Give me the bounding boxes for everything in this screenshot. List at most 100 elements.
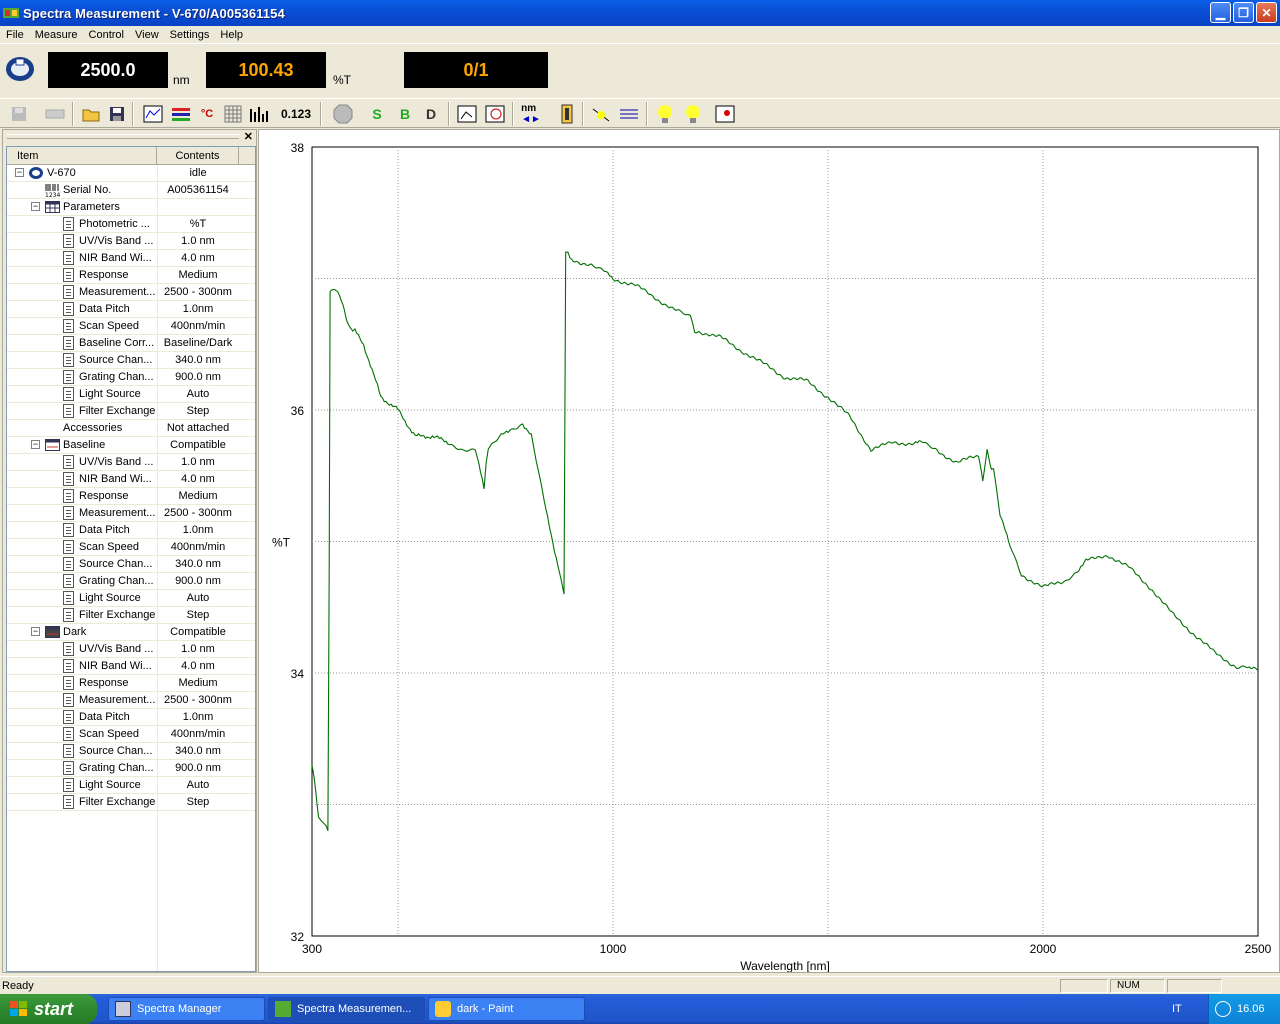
start-button[interactable]: start [0,994,97,1024]
tree-row[interactable]: Photometric ... %T [7,216,255,233]
tree-row[interactable]: Scan Speed 400nm/min [7,318,255,335]
app-icon[interactable] [3,5,19,21]
tree-row[interactable]: Filter Exchange Step [7,403,255,420]
tree-row[interactable]: Data Pitch 1.0nm [7,522,255,539]
tree-row[interactable]: Light Source Auto [7,386,255,403]
tree-row[interactable]: Data Pitch 1.0nm [7,301,255,318]
tree-row[interactable]: Grating Chan... 900.0 nm [7,369,255,386]
grid-icon[interactable] [222,103,244,125]
save-icon[interactable] [106,103,128,125]
pane-gripper[interactable]: ✕ [3,130,256,144]
task-spectra-measurement[interactable]: Spectra Measuremen... [268,997,425,1021]
tree-row[interactable]: Response Medium [7,675,255,692]
d2-lamp-icon[interactable] [654,103,676,125]
tree-row[interactable]: UV/Vis Band ... 1.0 nm [7,641,255,658]
tree-row[interactable]: UV/Vis Band ... 1.0 nm [7,233,255,250]
wi-lamp-icon[interactable] [682,103,704,125]
menu-control[interactable]: Control [88,28,124,41]
tree-row[interactable]: UV/Vis Band ... 1.0 nm [7,454,255,471]
tree-row[interactable]: Filter Exchange Step [7,794,255,811]
collapse-toggle-icon[interactable]: − [31,439,40,449]
tree-row[interactable]: Response Medium [7,267,255,284]
tree-row[interactable]: Grating Chan... 900.0 nm [7,760,255,777]
tree-row[interactable]: − Dark Compatible [7,624,255,641]
spectrum-lines-icon[interactable] [618,103,640,125]
language-indicator[interactable]: IT [1172,1003,1182,1015]
tree-item-value: 4.0 nm [181,660,215,672]
collapse-toggle-icon[interactable]: − [31,201,40,211]
task-label: Spectra Measuremen... [297,1003,412,1015]
tree-row[interactable]: − Baseline Compatible [7,437,255,454]
document-icon [63,795,74,809]
sample-measure-icon[interactable]: S [372,106,382,122]
tree-row[interactable]: Source Chan... 340.0 nm [7,556,255,573]
tree-row[interactable]: Data Pitch 1.0nm [7,709,255,726]
tree-row[interactable]: Baseline Corr... Baseline/Dark [7,335,255,352]
tree-row[interactable]: 1234 Serial No. A005361154 [7,182,255,199]
tree-row[interactable]: Grating Chan... 900.0 nm [7,573,255,590]
print-disabled-icon[interactable] [44,103,66,125]
menu-measure[interactable]: Measure [34,28,78,41]
collapse-toggle-icon[interactable]: − [15,167,24,177]
cell-icon[interactable] [556,103,578,125]
minimize-button[interactable]: ▁ [1210,2,1231,23]
record-icon[interactable] [714,103,736,125]
menu-view[interactable]: View [135,28,159,41]
tree-row[interactable]: Filter Exchange Step [7,607,255,624]
auto-scale-icon[interactable] [484,103,506,125]
save-disabled-icon[interactable] [8,103,30,125]
tree-row[interactable]: Light Source Auto [7,777,255,794]
light-source-icon[interactable] [590,103,612,125]
tree-row[interactable]: Scan Speed 400nm/min [7,726,255,743]
tree-row[interactable]: NIR Band Wi... 4.0 nm [7,471,255,488]
pane-close-icon[interactable]: ✕ [243,131,253,143]
tree-row[interactable]: Source Chan... 340.0 nm [7,743,255,760]
tree-row[interactable]: Scan Speed 400nm/min [7,539,255,556]
close-button[interactable]: ✕ [1256,2,1277,23]
tree-row[interactable]: − Parameters [7,199,255,216]
hand-scale-icon[interactable] [456,103,478,125]
tree-row[interactable]: Source Chan... 340.0 nm [7,352,255,369]
open-icon[interactable] [80,103,102,125]
clock[interactable]: 16.06 [1237,1003,1265,1015]
parameters-icon[interactable] [170,103,192,125]
document-icon [63,251,74,265]
network-icon[interactable] [1215,1001,1231,1017]
spectrum-view-icon[interactable] [142,103,164,125]
tree-row[interactable]: − V-670 idle [7,165,255,182]
temperature-icon[interactable]: °C [200,108,214,120]
maximize-button[interactable]: ❐ [1233,2,1254,23]
tree-row[interactable]: Accessories Not attached [7,420,255,437]
tree-item-value: 340.0 nm [175,354,221,366]
tree-item-label: Light Source [79,592,141,604]
tree-row[interactable]: NIR Band Wi... 4.0 nm [7,658,255,675]
spectrum-chart[interactable]: 32 34 36 38 300 1000 2000 2500 Wavelength [nm] %T [258,129,1280,973]
tree-item-label: Filter Exchange [79,796,155,808]
header-item[interactable]: Item [7,147,157,165]
parameter-tree[interactable]: Item Contents − V-670 idle 1234 Serial No. A0… [6,146,256,972]
tree-row[interactable]: Measurement... 2500 - 300nm [7,284,255,301]
wavelength-move-icon[interactable]: nm ◄► [521,103,541,125]
menu-settings[interactable]: Settings [169,28,210,41]
tree-item-value: Step [186,609,210,621]
tree-row[interactable]: Measurement... 2500 - 300nm [7,505,255,522]
header-contents[interactable]: Contents [157,147,239,165]
menu-file[interactable]: File [6,28,24,41]
task-paint[interactable]: dark - Paint [428,997,585,1021]
tree-item-value: 2500 - 300nm [164,286,232,298]
menu-help[interactable]: Help [220,28,244,41]
bars-icon[interactable] [248,103,270,125]
tree-item-label: UV/Vis Band ... [79,235,154,247]
task-spectra-manager[interactable]: Spectra Manager [108,997,265,1021]
document-icon [63,217,74,231]
dark-measure-icon[interactable]: D [425,106,437,122]
tree-row[interactable]: NIR Band Wi... 4.0 nm [7,250,255,267]
instrument-icon[interactable] [4,53,36,83]
numeric-icon[interactable]: 0.123 [280,107,312,121]
stop-icon[interactable] [332,103,354,125]
tree-row[interactable]: Measurement... 2500 - 300nm [7,692,255,709]
collapse-toggle-icon[interactable]: − [31,626,40,636]
tree-row[interactable]: Response Medium [7,488,255,505]
baseline-measure-icon[interactable]: B [399,106,411,122]
tree-row[interactable]: Light Source Auto [7,590,255,607]
